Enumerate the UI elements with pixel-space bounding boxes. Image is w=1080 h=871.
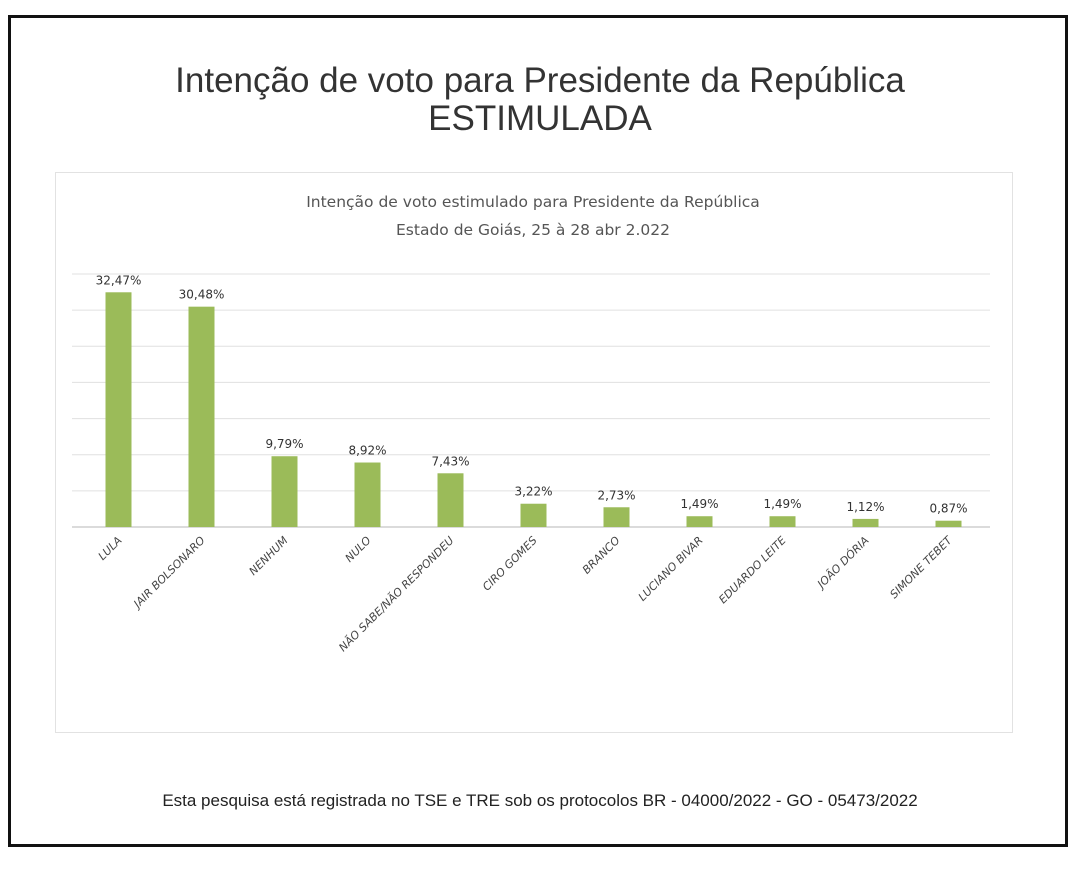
bar [437,473,464,527]
bar [188,306,215,527]
category-label: NULO [343,534,374,565]
category-label: LULA [96,534,125,563]
category-label: JAIR BOLSONARO [130,534,208,612]
bar [852,518,879,527]
category-label: EDUARDO LEITE [716,534,788,606]
data-label: 32,47% [96,273,142,287]
data-label: 8,92% [348,444,386,458]
data-label: 1,49% [680,497,718,511]
category-label: BRANCO [580,534,623,577]
chart-title: Intenção de voto estimulado para Preside… [306,193,760,211]
chart-area [55,172,1013,733]
bar [105,292,132,527]
footer-note: Esta pesquisa está registrada no TSE e T… [162,791,918,810]
chart-subtitle: Estado de Goiás, 25 à 28 abr 2.022 [396,221,670,239]
bar [686,516,713,527]
bar [935,520,962,527]
category-label: JOÃO DÓRIA [814,534,872,592]
bar [603,507,630,527]
category-label: LUCIANO BIVAR [636,534,706,604]
data-label: 9,79% [265,437,303,451]
bar [520,503,547,527]
page-title: Intenção de voto para Presidente da Repú… [0,62,1080,138]
title-line-2: ESTIMULADA [428,99,652,138]
title-line-1: Intenção de voto para Presidente da Repú… [175,61,905,100]
bar [354,462,381,527]
bar [769,516,796,527]
poster-frame [8,15,1068,847]
data-label: 0,87% [929,502,967,516]
data-label: 2,73% [597,488,635,502]
data-label: 7,43% [431,454,469,468]
category-label: SIMONE TEBET [887,533,955,601]
data-label: 30,48% [179,288,225,302]
bar [271,456,298,527]
data-label: 3,22% [514,485,552,499]
data-label: 1,49% [763,497,801,511]
category-label: NENHUM [247,534,291,578]
category-label: CIRO GOMES [480,534,540,594]
data-label: 1,12% [846,500,884,514]
